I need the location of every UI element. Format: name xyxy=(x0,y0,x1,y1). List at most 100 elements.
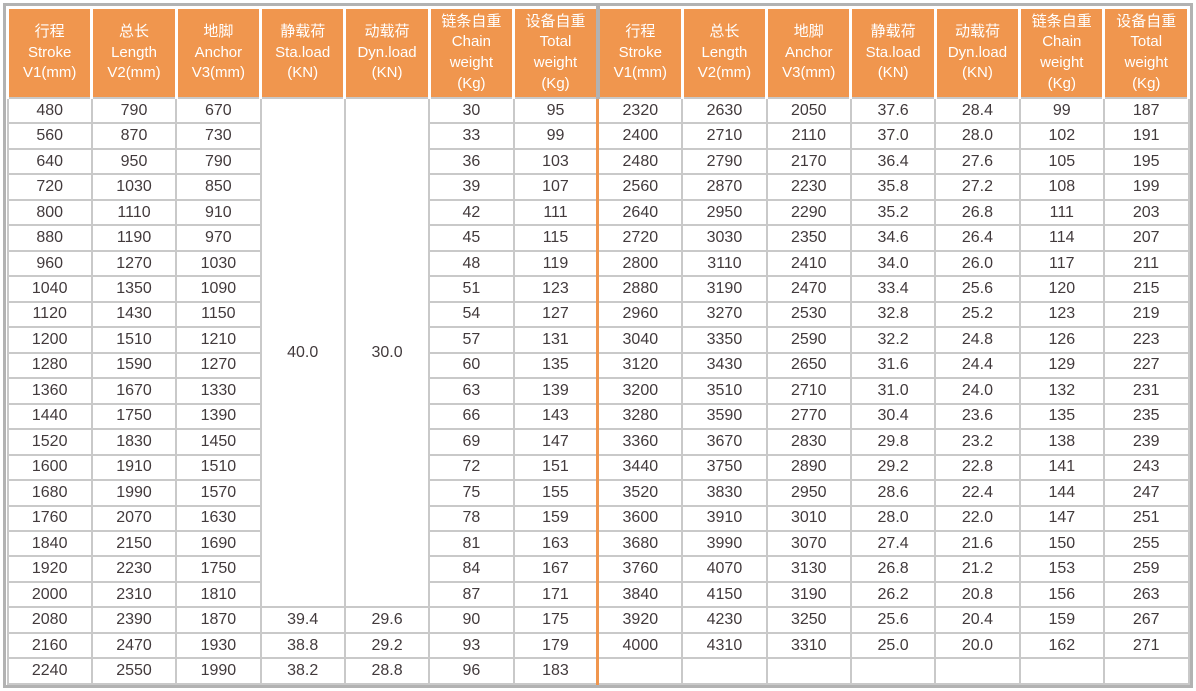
cell-left-22-length: 2550 xyxy=(90,657,178,685)
cell-left-13-total-weight: 147 xyxy=(512,428,599,456)
cell-left-14-anchor: 1510 xyxy=(175,453,262,482)
cell-right-18-stroke: 3760 xyxy=(596,555,684,583)
cell-right-12-dyn-load: 23.6 xyxy=(934,402,1021,431)
cell-right-14-sta-load: 29.2 xyxy=(849,453,937,482)
cell-right-22-anchor xyxy=(765,657,852,685)
cell-left-10-stroke: 1280 xyxy=(6,351,93,380)
table-row: 2080 2390 1870 39.4 29.6 90 175 3920 4230 3250 25.… xyxy=(6,606,1190,634)
cell-right-16-stroke: 3600 xyxy=(596,504,684,532)
cell-right-3-dyn-load: 27.2 xyxy=(934,173,1021,201)
cell-left-11-total-weight: 139 xyxy=(512,377,599,405)
cell-right-13-length: 3670 xyxy=(681,428,768,456)
cell-right-13-chain-weight: 138 xyxy=(1018,428,1105,456)
cell-right-0-stroke: 2320 xyxy=(596,96,684,125)
cell-left-0-length: 790 xyxy=(90,96,178,125)
cell-right-15-chain-weight: 144 xyxy=(1018,479,1105,507)
cell-right-7-length: 3190 xyxy=(681,275,768,303)
col-header-right-stroke: 行程 Stroke V1(mm) xyxy=(595,6,684,99)
cell-right-11-dyn-load: 24.0 xyxy=(934,377,1021,405)
cell-right-16-length: 3910 xyxy=(681,504,768,532)
cell-right-14-stroke: 3440 xyxy=(596,453,684,482)
col-header-left-dyn-load: 动载荷 Dyn.load (KN) xyxy=(343,6,431,99)
cell-right-16-anchor: 3010 xyxy=(765,504,852,532)
cell-left-18-total-weight: 167 xyxy=(512,555,599,583)
cell-left-9-stroke: 1200 xyxy=(6,326,93,354)
cell-right-20-chain-weight: 159 xyxy=(1018,606,1105,634)
cell-right-8-sta-load: 32.8 xyxy=(849,300,937,329)
cell-right-3-chain-weight: 108 xyxy=(1018,173,1105,201)
cell-left-4-total-weight: 111 xyxy=(512,198,599,227)
table-row: 1760 2070 1630 78 159 3600 3910 3010 28.0 22.0 147… xyxy=(6,504,1190,532)
cell-left-2-stroke: 640 xyxy=(6,147,93,176)
cell-right-7-total-weight: 215 xyxy=(1102,275,1190,303)
cell-left-17-length: 2150 xyxy=(90,529,178,558)
cell-left-10-length: 1590 xyxy=(90,351,178,380)
cell-left-8-chain-weight: 54 xyxy=(428,300,515,329)
cell-right-5-stroke: 2720 xyxy=(596,224,684,252)
cell-left-15-chain-weight: 75 xyxy=(428,479,515,507)
table-row: 640 950 790 36 103 2480 2790 2170 36.4 27.6 105 195 xyxy=(6,147,1190,176)
table-row: 960 1270 1030 48 119 2800 3110 2410 34.0 26.0 117 2… xyxy=(6,249,1190,278)
table-row: 720 1030 850 39 107 2560 2870 2230 35.8 27.2 108 19… xyxy=(6,173,1190,201)
cell-right-5-dyn-load: 26.4 xyxy=(934,224,1021,252)
cell-left-16-length: 2070 xyxy=(90,504,178,532)
cell-right-8-stroke: 2960 xyxy=(596,300,684,329)
cell-left-11-chain-weight: 63 xyxy=(428,377,515,405)
cell-right-20-anchor: 3250 xyxy=(765,606,852,634)
cell-left-21-sta-load: 38.8 xyxy=(259,631,346,660)
cell-right-6-anchor: 2410 xyxy=(765,249,852,278)
cell-left-3-length: 1030 xyxy=(90,173,178,201)
cell-right-7-sta-load: 33.4 xyxy=(849,275,937,303)
cell-left-6-length: 1270 xyxy=(90,249,178,278)
cell-left-10-anchor: 1270 xyxy=(175,351,262,380)
cell-right-10-anchor: 2650 xyxy=(765,351,852,380)
cell-right-8-total-weight: 219 xyxy=(1102,300,1190,329)
table-row: 480 790 670 40.0 30.0 30 95 2320 2630 2050 37.6 28.… xyxy=(6,96,1190,609)
cell-right-18-dyn-load: 21.2 xyxy=(934,555,1021,583)
cell-left-19-stroke: 2000 xyxy=(6,580,93,609)
cell-left-5-anchor: 970 xyxy=(175,224,262,252)
table-row: 1040 1350 1090 51 123 2880 3190 2470 33.4 25.6 120… xyxy=(6,275,1190,303)
cell-right-15-sta-load: 28.6 xyxy=(849,479,937,507)
cell-right-11-chain-weight: 132 xyxy=(1018,377,1105,405)
cell-right-12-stroke: 3280 xyxy=(596,402,684,431)
cell-left-6-stroke: 960 xyxy=(6,249,93,278)
cell-left-7-chain-weight: 51 xyxy=(428,275,515,303)
col-header-left-length: 总长 Length V2(mm) xyxy=(90,6,178,99)
cell-right-19-chain-weight: 156 xyxy=(1018,580,1105,609)
cell-left-19-length: 2310 xyxy=(90,580,178,609)
cell-left-20-total-weight: 175 xyxy=(512,606,599,634)
cell-right-12-length: 3590 xyxy=(681,402,768,431)
cell-left-14-stroke: 1600 xyxy=(6,453,93,482)
spec-table-body: 480 790 670 40.0 30.0 30 95 2320 2630 2050 37.6 28.… xyxy=(6,96,1190,685)
cell-right-5-sta-load: 34.6 xyxy=(849,224,937,252)
cell-right-8-anchor: 2530 xyxy=(765,300,852,329)
cell-right-11-total-weight: 231 xyxy=(1102,377,1190,405)
cell-left-20-dyn-load: 29.6 xyxy=(343,606,431,634)
table-row: 1440 1750 1390 66 143 3280 3590 2770 30.4 23.6 135… xyxy=(6,402,1190,431)
cell-left-22-anchor: 1990 xyxy=(175,657,262,685)
cell-left-4-chain-weight: 42 xyxy=(428,198,515,227)
cell-right-16-sta-load: 28.0 xyxy=(849,504,937,532)
cell-right-17-anchor: 3070 xyxy=(765,529,852,558)
table-row: 2160 2470 1930 38.8 29.2 93 179 4000 4310 3310 25.… xyxy=(6,631,1190,660)
cell-left-11-anchor: 1330 xyxy=(175,377,262,405)
cell-left-12-chain-weight: 66 xyxy=(428,402,515,431)
col-header-left-chain-weight: 链条自重 Chain weight (Kg) xyxy=(427,6,516,99)
cell-right-16-total-weight: 251 xyxy=(1102,504,1190,532)
cell-right-18-anchor: 3130 xyxy=(765,555,852,583)
cell-left-15-total-weight: 155 xyxy=(512,479,599,507)
cell-right-2-total-weight: 195 xyxy=(1102,147,1190,176)
cell-right-10-length: 3430 xyxy=(681,351,768,380)
cell-left-4-stroke: 800 xyxy=(6,198,93,227)
cell-left-20-sta-load: 39.4 xyxy=(259,606,346,634)
cell-right-21-anchor: 3310 xyxy=(765,631,852,660)
cell-right-9-sta-load: 32.2 xyxy=(849,326,937,354)
cell-right-22-total-weight xyxy=(1102,657,1190,685)
cell-right-11-stroke: 3200 xyxy=(596,377,684,405)
cell-left-20-stroke: 2080 xyxy=(6,606,93,634)
cell-left-0-total-weight: 95 xyxy=(512,96,599,125)
cell-left-13-stroke: 1520 xyxy=(6,428,93,456)
cell-left-10-total-weight: 135 xyxy=(512,351,599,380)
cell-left-16-anchor: 1630 xyxy=(175,504,262,532)
